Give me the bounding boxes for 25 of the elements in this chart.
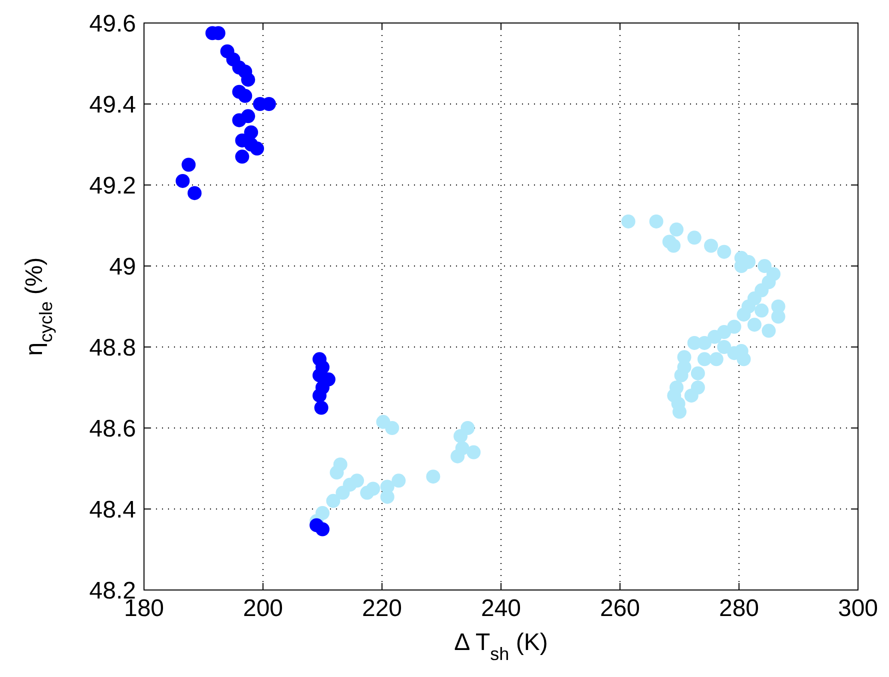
y-tick-label: 49.4 — [89, 91, 136, 118]
point — [238, 88, 252, 103]
y-tick-label: 49.6 — [89, 10, 136, 38]
point — [241, 72, 256, 87]
point — [235, 150, 250, 164]
y-tick-label: 49.2 — [89, 172, 136, 200]
x-tick-label: 280 — [718, 595, 760, 622]
point — [241, 109, 256, 124]
y-tick-label: 49 — [109, 253, 136, 280]
point — [188, 186, 202, 200]
point — [312, 388, 327, 403]
point — [314, 400, 328, 415]
point — [316, 522, 330, 536]
y-tick-label: 48.6 — [89, 415, 136, 442]
x-tick-label: 260 — [600, 595, 640, 622]
point — [182, 158, 196, 172]
y-tick-label: 48.8 — [89, 334, 136, 362]
x-tick-label: 220 — [362, 595, 402, 622]
y-tick-label: 48.4 — [89, 496, 136, 524]
x-tick-label: 200 — [242, 595, 284, 622]
point — [176, 174, 190, 188]
x-tick-label: 300 — [838, 595, 878, 622]
point — [244, 138, 258, 152]
x-axis-title: Δ T$_{sh}$ (K) — [454, 629, 548, 664]
x-tick-label: 240 — [480, 595, 522, 622]
